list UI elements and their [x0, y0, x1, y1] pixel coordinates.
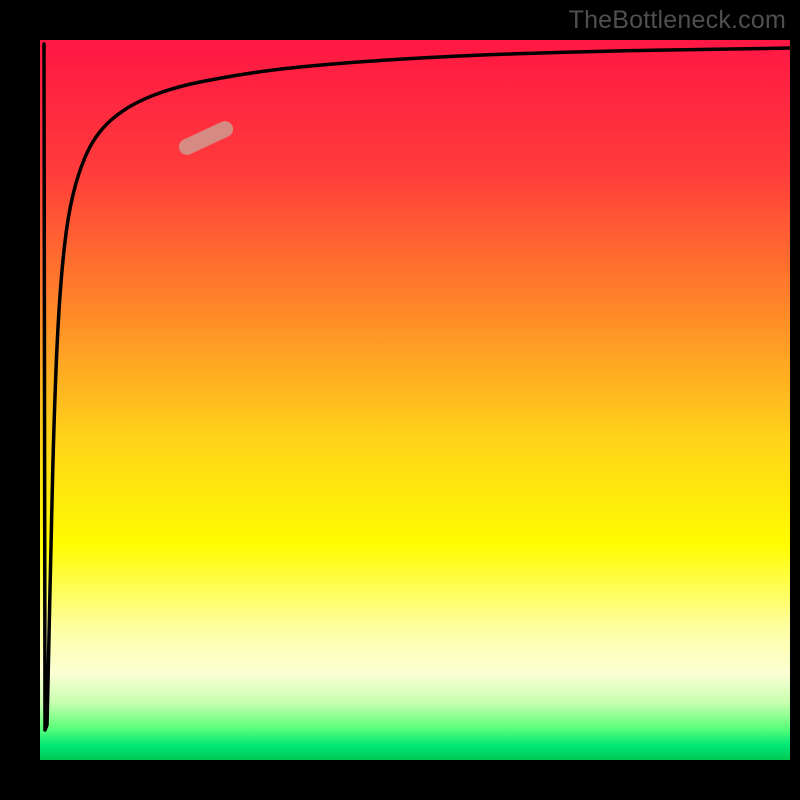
highlight-marker [176, 118, 235, 157]
bottleneck-curve [44, 44, 790, 730]
curve-layer [40, 40, 790, 760]
chart-container: TheBottleneck.com [0, 0, 800, 800]
watermark-text: TheBottleneck.com [569, 6, 786, 35]
plot-area [40, 40, 790, 760]
